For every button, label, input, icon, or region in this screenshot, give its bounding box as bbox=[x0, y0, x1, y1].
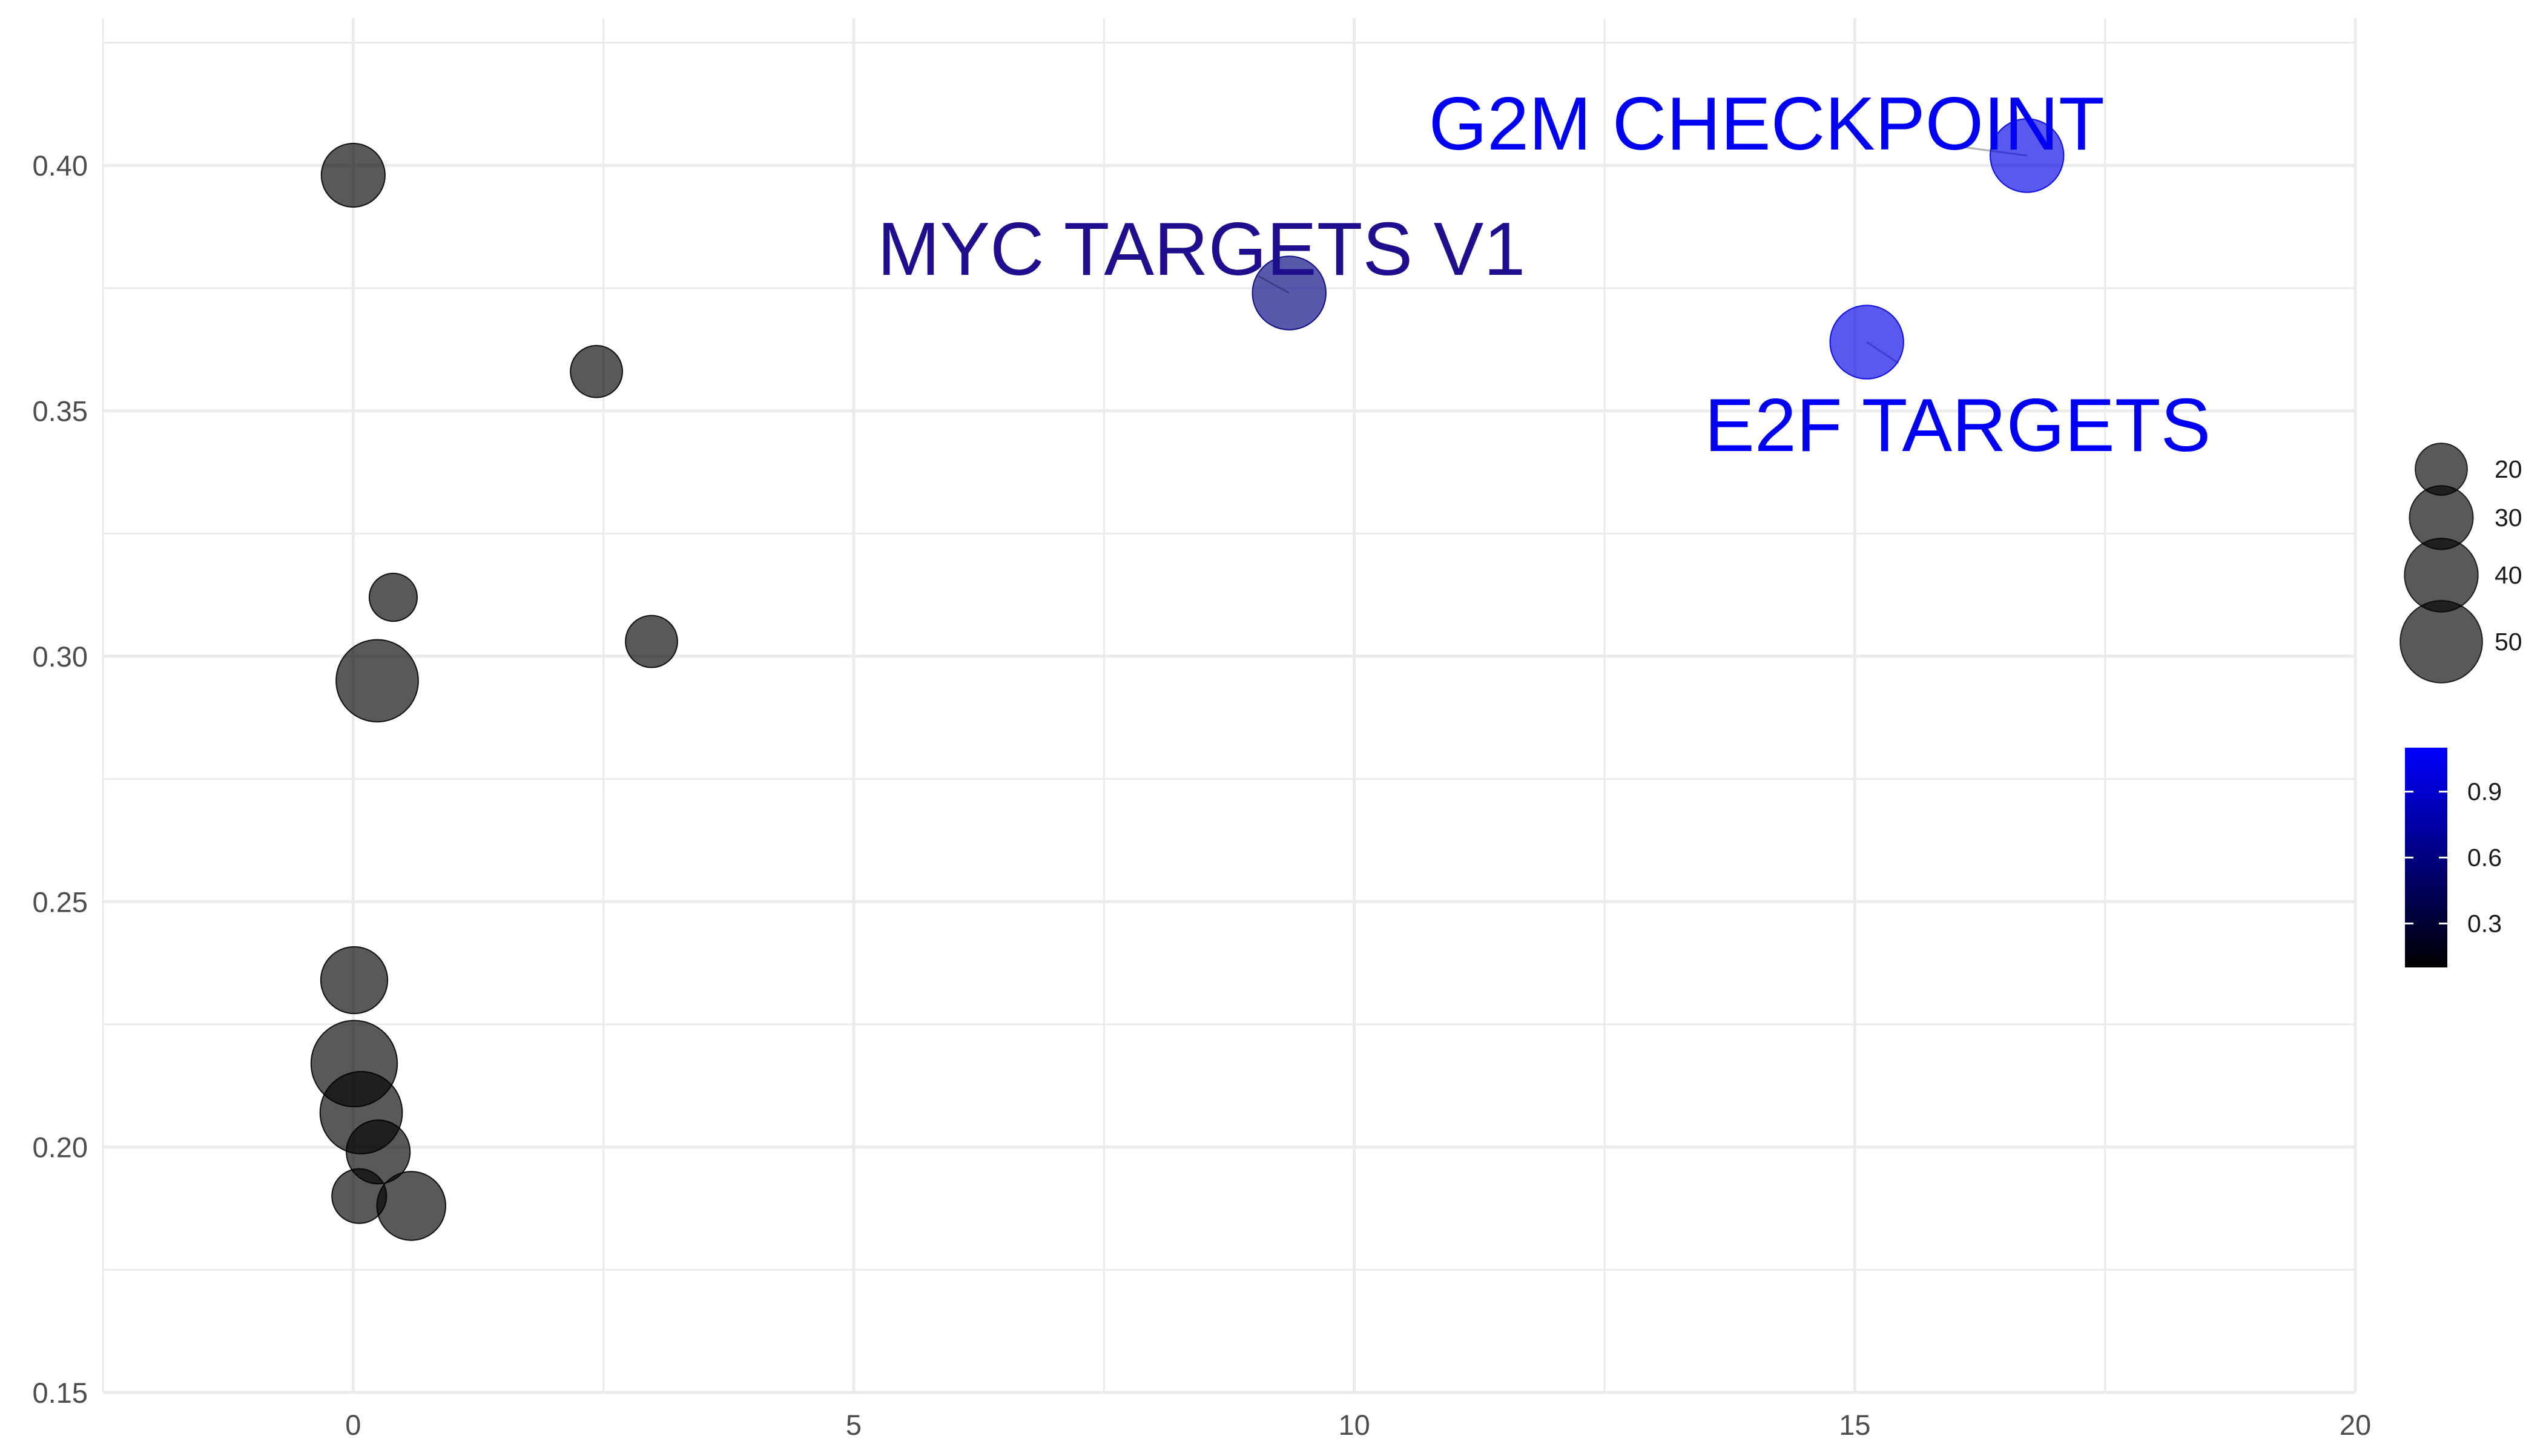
data-point bbox=[335, 639, 419, 723]
colorbar-tick-label: 0.6 bbox=[2467, 844, 2502, 872]
y-tick-label: 0.20 bbox=[33, 1132, 88, 1164]
y-tick-label: 0.25 bbox=[33, 886, 88, 918]
data-point bbox=[625, 614, 678, 668]
y-tick-label: 0.15 bbox=[33, 1377, 88, 1409]
x-tick-label: 0 bbox=[345, 1409, 361, 1441]
data-point bbox=[376, 1171, 447, 1241]
colorbar-tick-label: 0.9 bbox=[2467, 778, 2502, 806]
size-legend-label: 40 bbox=[2495, 561, 2522, 589]
data-point bbox=[570, 344, 624, 398]
point-annotation-label: G2M CHECKPOINT bbox=[1429, 82, 2105, 166]
x-tick-label: 5 bbox=[846, 1409, 862, 1441]
point-annotation-label: E2F TARGETS bbox=[1704, 384, 2211, 467]
grid bbox=[102, 18, 2357, 1394]
size-legend: 20 30 40 50 bbox=[2400, 443, 2522, 684]
x-tick-label: 10 bbox=[1339, 1409, 1370, 1441]
axis-ticks: 0 5 10 15 20 0.15 0.20 0.25 0.30 0.35 0.40 bbox=[33, 150, 2372, 1441]
y-tick-label: 0.40 bbox=[33, 150, 88, 182]
data-points bbox=[310, 118, 2065, 1241]
x-tick-label: 20 bbox=[2340, 1409, 2371, 1441]
point-annotation-label: MYC TARGETS V1 bbox=[877, 208, 1525, 291]
size-legend-label: 50 bbox=[2495, 628, 2522, 656]
highlighted-point bbox=[1252, 255, 1327, 331]
x-tick-label: 15 bbox=[1839, 1409, 1870, 1441]
colorbar-tick-label: 0.3 bbox=[2467, 909, 2502, 937]
highlighted-point bbox=[1829, 305, 1904, 380]
data-point bbox=[320, 142, 386, 208]
y-tick-label: 0.35 bbox=[33, 395, 88, 427]
data-point bbox=[368, 573, 418, 622]
size-legend-key bbox=[2400, 600, 2483, 684]
size-legend-label: 30 bbox=[2495, 504, 2522, 532]
highlighted-point bbox=[1989, 118, 2065, 193]
annotations: MYC TARGETS V1 E2F TARGETS G2M CHECKPOINT bbox=[877, 82, 2211, 467]
size-legend-label: 20 bbox=[2495, 455, 2522, 483]
color-legend: 0.3 0.6 0.9 bbox=[2405, 748, 2502, 967]
data-point bbox=[320, 946, 389, 1015]
y-tick-label: 0.30 bbox=[33, 641, 88, 673]
